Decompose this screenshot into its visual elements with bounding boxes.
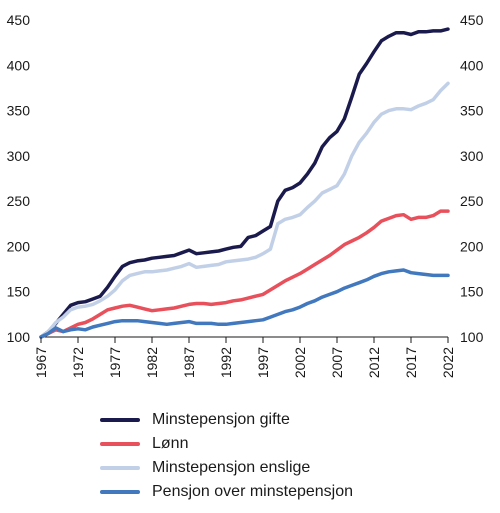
x-tick-label: 2007 bbox=[329, 347, 345, 378]
y-tick-label-right: 450 bbox=[460, 12, 484, 28]
x-tick-label: 2002 bbox=[292, 347, 308, 378]
y-tick-label-left: 400 bbox=[7, 57, 31, 73]
y-tick-label-right: 350 bbox=[460, 103, 484, 119]
plot-area: 100 150 200 250 300 350 400 450 100 150 200 250 300… bbox=[7, 12, 484, 378]
x-tick-label: 1977 bbox=[107, 347, 123, 378]
y-tick-label-right: 200 bbox=[460, 238, 484, 254]
legend: Minstepensjon gifte Lønn Minstepensjon e… bbox=[100, 408, 353, 504]
series-line-0 bbox=[39, 27, 450, 339]
x-tick-label: 1972 bbox=[70, 347, 86, 378]
y-tick-label-right: 100 bbox=[460, 329, 484, 345]
series-line-1 bbox=[39, 209, 450, 339]
legend-item-minstepensjon-gifte: Minstepensjon gifte bbox=[100, 408, 353, 432]
y-tick-label-left: 150 bbox=[7, 284, 31, 300]
legend-swatch bbox=[100, 466, 140, 470]
legend-swatch bbox=[100, 418, 140, 422]
series-line-3 bbox=[39, 268, 450, 339]
series-line-2 bbox=[39, 81, 450, 339]
x-tick-label: 2017 bbox=[403, 347, 419, 378]
y-tick-label-left: 100 bbox=[7, 329, 31, 345]
x-tick-label: 1992 bbox=[218, 347, 234, 378]
y-tick-label-left: 300 bbox=[7, 148, 31, 164]
legend-label: Pensjon over minstepensjon bbox=[152, 483, 354, 500]
x-tick-label: 2022 bbox=[440, 347, 456, 378]
y-tick-label-right: 300 bbox=[460, 148, 484, 164]
x-tick-label: 1987 bbox=[181, 347, 197, 378]
y-tick-label-left: 350 bbox=[7, 103, 31, 119]
legend-swatch bbox=[100, 442, 140, 446]
legend-item-pensjon-over-minstepensjon: Pensjon over minstepensjon bbox=[100, 480, 353, 504]
legend-label: Minstepensjon enslige bbox=[152, 459, 311, 476]
x-axis: 1967 1972 1977 1982 1987 1992 1997 2002 2007 2012… bbox=[33, 337, 456, 378]
x-tick-label: 1997 bbox=[255, 347, 271, 378]
legend-item-minstepensjon-enslige: Minstepensjon enslige bbox=[100, 456, 353, 480]
y-axis-right: 100 150 200 250 300 350 400 450 bbox=[460, 12, 484, 345]
legend-label: Lønn bbox=[152, 435, 189, 452]
y-tick-label-right: 150 bbox=[460, 284, 484, 300]
series-lines bbox=[39, 27, 450, 339]
y-axis-left: 100 150 200 250 300 350 400 450 bbox=[7, 12, 31, 345]
x-tick-label: 1982 bbox=[144, 347, 160, 378]
line-chart: 100 150 200 250 300 350 400 450 100 150 200 250 300… bbox=[7, 12, 484, 378]
legend-swatch bbox=[100, 490, 140, 494]
legend-item-lonn: Lønn bbox=[100, 432, 353, 456]
y-tick-label-left: 250 bbox=[7, 193, 31, 209]
y-tick-label-left: 450 bbox=[7, 12, 31, 28]
legend-label: Minstepensjon gifte bbox=[152, 411, 290, 428]
y-tick-label-right: 250 bbox=[460, 193, 484, 209]
y-tick-label-right: 400 bbox=[460, 57, 484, 73]
y-tick-label-left: 200 bbox=[7, 238, 31, 254]
x-tick-label: 1967 bbox=[33, 347, 49, 378]
x-tick-label: 2012 bbox=[366, 347, 382, 378]
